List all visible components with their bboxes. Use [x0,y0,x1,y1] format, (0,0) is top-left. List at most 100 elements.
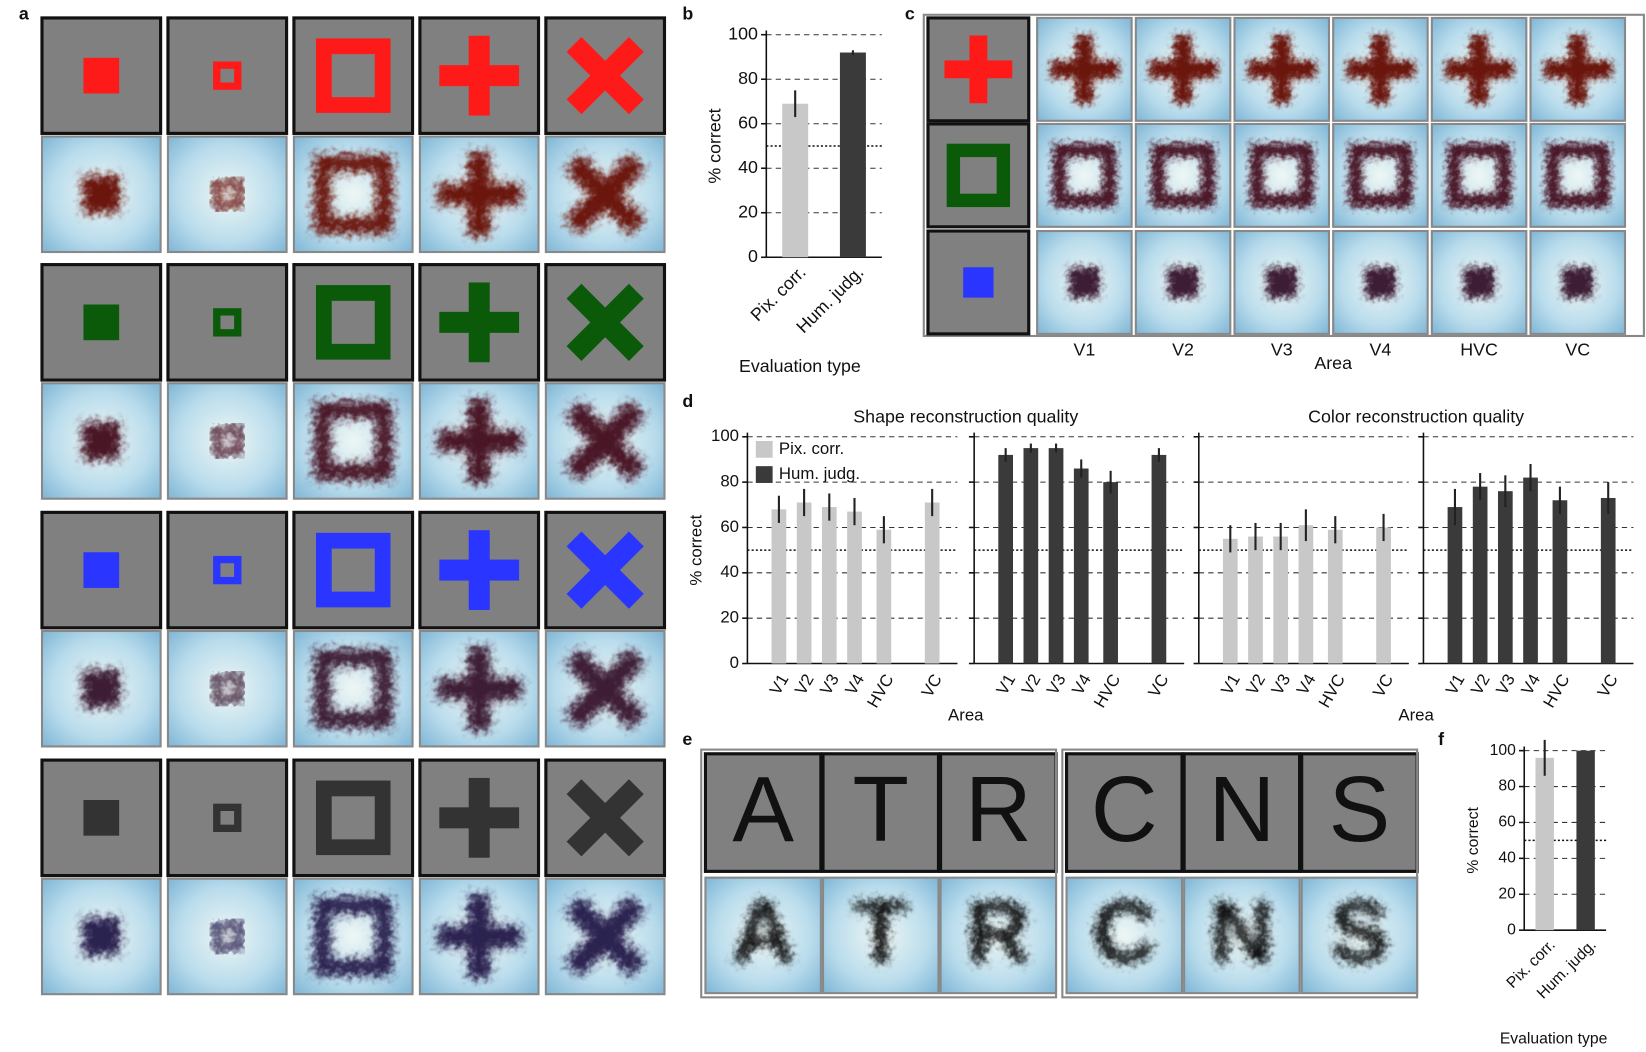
legend-label: Pix. corr. [779,439,844,458]
tile-bg [1136,124,1230,227]
y-tick-label: 40 [738,157,758,177]
panel-label: d [682,391,693,411]
x-tick-label: V4 [1068,671,1095,698]
shape-part [83,670,120,707]
x-tick-label: V4 [1293,671,1320,698]
y-tick-label: 60 [738,112,758,132]
bar [1223,539,1238,664]
stimulus-tile [420,760,539,875]
bar [998,455,1013,664]
x-tick-label: VC [1594,671,1622,701]
figure: a b c d e f V1V2V3V4HVCVCAreaAATTRRCCNNS… [0,0,1646,1052]
x-axis-label: Evaluation type [1500,1030,1608,1047]
bar [1103,482,1118,663]
x-tick-label: V3 [1043,671,1070,698]
letter: N [1208,757,1275,861]
bar [1376,527,1391,663]
shape-part [1168,267,1198,297]
bar [1535,758,1553,930]
shape [83,58,119,94]
tile-bg [1235,124,1329,227]
x-tick-label: VC [918,671,946,701]
x-axis-label: Area [1398,705,1434,724]
shape [1069,267,1099,297]
shape-part [468,895,490,979]
y-tick-label: 20 [720,608,739,627]
y-tick-label: 60 [720,517,739,536]
reconstruction-tile [42,383,161,498]
y-tick-label: 80 [720,472,739,491]
shape [1168,267,1198,297]
shape [83,552,119,588]
x-tick-label: V2 [1242,671,1269,698]
shape-part [83,552,119,588]
stimulus-tile [168,760,287,875]
shape-part [469,282,490,362]
bar [847,512,862,664]
x-tick-label: V1 [766,671,793,698]
shape [1563,267,1593,297]
column-label: VC [1565,339,1590,359]
reconstruction-tile [294,383,413,498]
panel-label: c [905,3,915,23]
x-tick-label: V1 [1217,671,1244,698]
reconstruction-tile [42,631,161,746]
x-tick-label: HVC [1090,671,1124,711]
shape [1464,267,1494,297]
shape-part [468,399,490,483]
reconstruction-tile [168,137,287,252]
y-tick-label: 80 [738,68,758,88]
panel-label: f [1438,729,1444,749]
x-tick-label: V2 [1467,671,1494,698]
reconstruction-tile [168,879,287,994]
shape-part [469,530,490,610]
shape-part [469,36,490,116]
bar [1074,469,1089,664]
shape [1267,267,1297,297]
letter-reconstruction: S [1330,882,1389,981]
reconstruction-tile [1333,231,1427,334]
tile-bg [1531,124,1625,227]
reconstruction-tile [420,879,539,994]
x-axis-label: Area [948,705,984,724]
stimulus-tile [543,13,668,138]
reconstruction-tile [1333,124,1427,227]
reconstruction-tile [294,879,413,994]
y-tick-label: 100 [1490,742,1517,759]
stimulus-tile: N [1184,754,1299,872]
tile-bg [168,760,287,875]
bar [1523,478,1538,664]
bar [1049,448,1064,663]
stimulus-tile [420,265,539,380]
reconstruction-tile [1531,18,1625,121]
x-tick-label: V3 [1492,671,1519,698]
y-tick-label: 0 [730,653,739,672]
x-tick-label: V2 [791,671,818,698]
reconstruction-tile: C [1067,878,1182,993]
reconstruction-tile [42,137,161,252]
tile-bg [168,18,287,133]
reconstruction-tile [1235,18,1329,121]
letter: C [1091,757,1158,861]
bar [877,530,892,664]
shape [83,305,119,341]
column-label: V4 [1370,339,1392,359]
shape-part [1470,35,1488,103]
y-tick-label: 40 [720,562,739,581]
stimulus-tile: R [941,754,1056,872]
shape-part [1273,35,1291,103]
shape-part [83,305,119,341]
y-tick-label: 20 [1498,885,1516,902]
letter: T [853,757,909,861]
stimulus-tile: T [823,754,938,872]
tile-bg [294,18,413,133]
shape-part [1563,267,1593,297]
stimulus-tile [420,18,539,133]
shape [1365,267,1395,297]
panel-label: b [682,3,693,23]
letter-reconstruction: A [731,882,795,981]
stimulus-tile [42,760,161,875]
shape-part [969,35,987,103]
x-tick-label: V1 [993,671,1020,698]
y-axis-label: % correct [1465,807,1482,874]
